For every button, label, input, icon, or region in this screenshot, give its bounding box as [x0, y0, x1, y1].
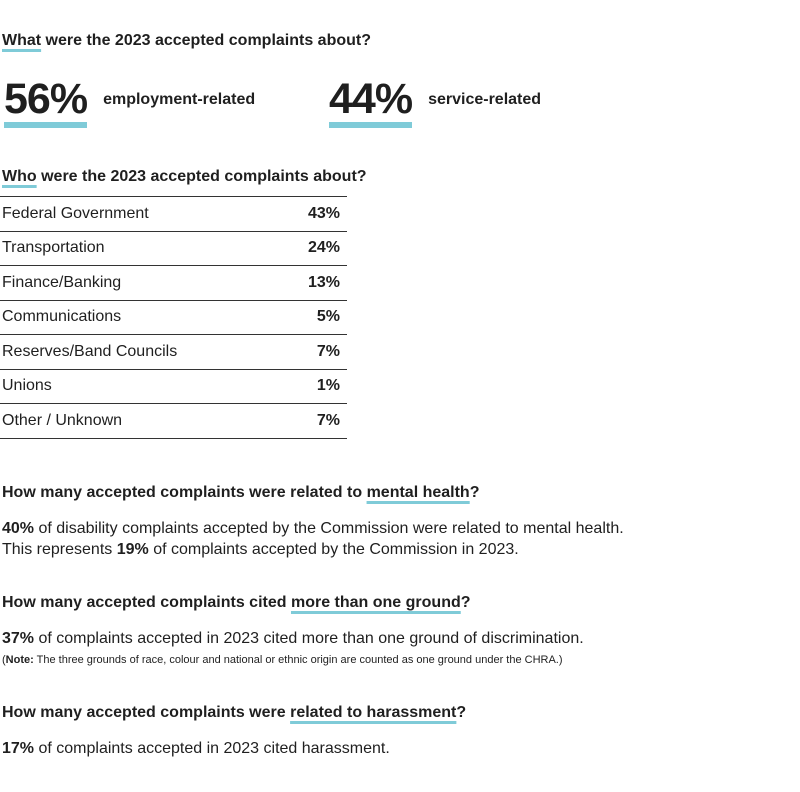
row-percent: 24%: [307, 239, 340, 257]
mental-health-line-2: This represents 19% of complaints accept…: [2, 541, 519, 558]
stat-value: 56%: [4, 76, 88, 128]
question-what: What were the 2023 accepted complaints a…: [2, 32, 371, 49]
question-harassment: How many accepted complaints were relate…: [2, 704, 467, 721]
table-row: Other / Unknown 7%: [0, 403, 347, 438]
question-grounds: How many accepted complaints cited more …: [2, 594, 471, 611]
row-percent: 1%: [316, 377, 340, 395]
table-row: Unions 1%: [0, 369, 347, 404]
harassment-text: 17% of complaints accepted in 2023 cited…: [2, 740, 390, 757]
stat-value: 44%: [329, 76, 413, 128]
stat-service: 44% service-related: [329, 76, 541, 128]
table-row: Federal Government 43%: [0, 196, 347, 232]
row-label: Unions: [2, 377, 52, 395]
question-who: Who were the 2023 accepted complaints ab…: [2, 168, 367, 185]
table-row: Finance/Banking 13%: [0, 265, 347, 301]
question-mental-health: How many accepted complaints were relate…: [2, 484, 480, 501]
stat-label: service-related: [428, 91, 542, 108]
table-row: Reserves/Band Councils 7%: [0, 334, 347, 370]
row-label: Federal Government: [2, 204, 149, 222]
mental-health-line-1: 40% of disability complaints accepted by…: [2, 520, 624, 537]
row-label: Other / Unknown: [2, 411, 123, 429]
row-percent: 5%: [316, 308, 340, 326]
row-percent: 13%: [307, 273, 340, 291]
row-label: Communications: [2, 308, 122, 326]
stat-employment: 56% employment-related: [4, 76, 255, 128]
table-row: Transportation 24%: [0, 231, 347, 266]
row-percent: 7%: [316, 342, 340, 360]
row-label: Reserves/Band Councils: [2, 342, 178, 360]
row-label: Finance/Banking: [2, 273, 122, 291]
grounds-text: 37% of complaints accepted in 2023 cited…: [2, 630, 584, 647]
row-percent: 43%: [307, 204, 340, 222]
stat-label: employment-related: [103, 91, 256, 108]
row-percent: 7%: [316, 411, 340, 429]
grounds-note: (Note: The three grounds of race, colour…: [2, 654, 563, 666]
row-label: Transportation: [2, 239, 105, 257]
who-table: Federal Government 43% Transportation 24% …: [0, 196, 347, 439]
table-row: Communications 5%: [0, 300, 347, 335]
